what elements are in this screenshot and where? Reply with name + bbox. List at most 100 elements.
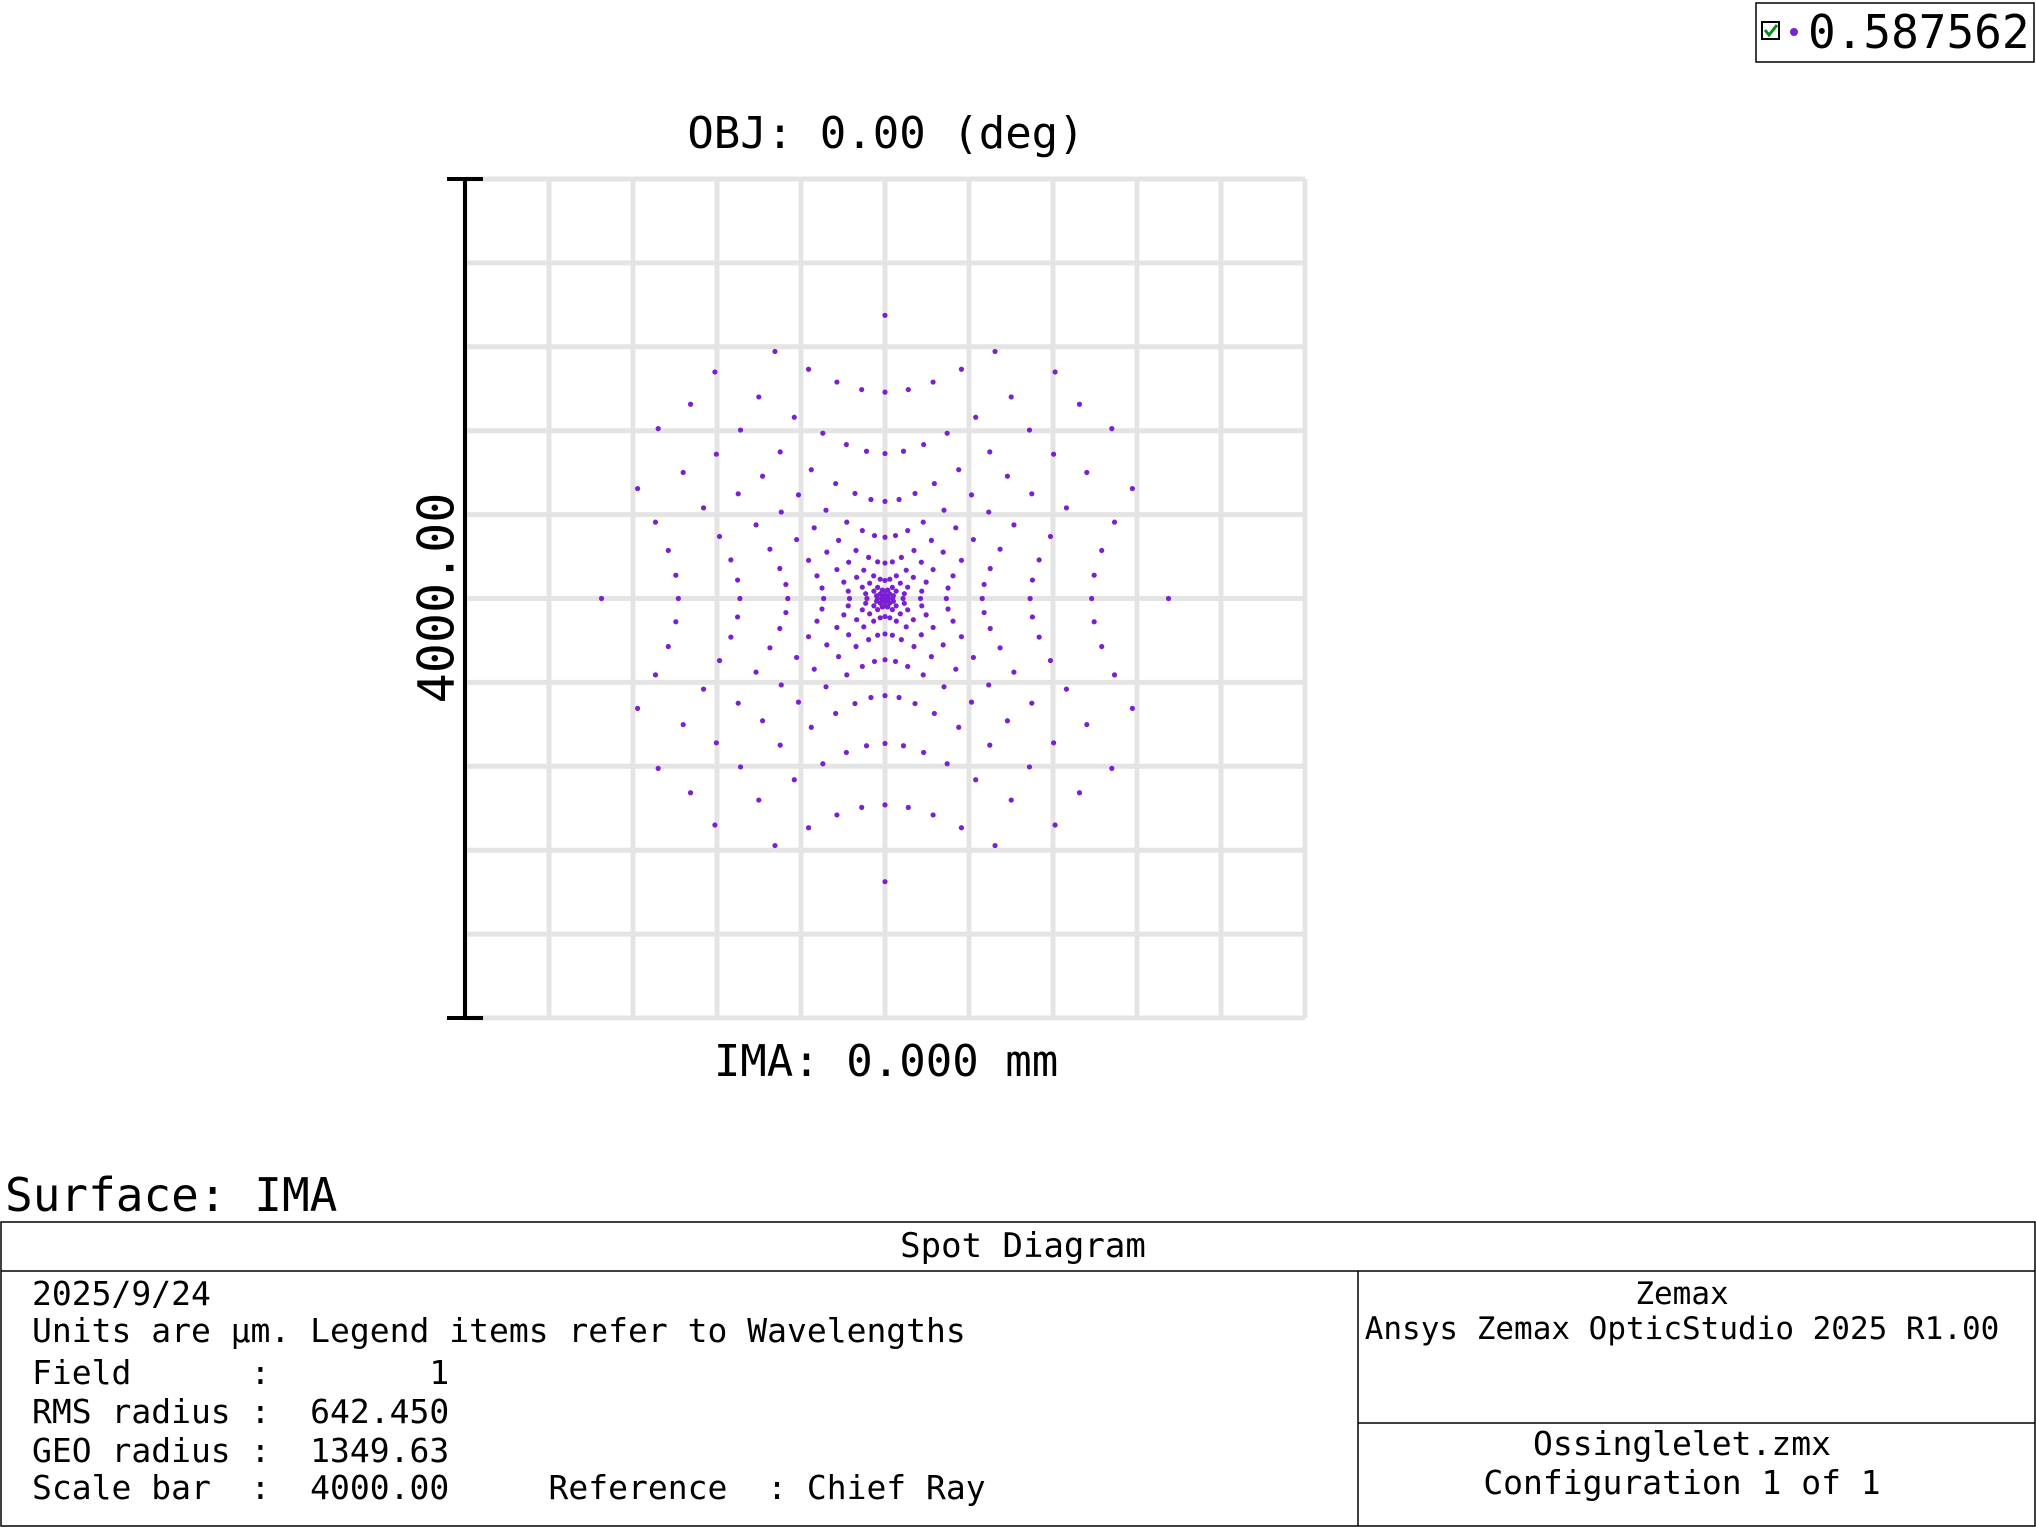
spot: [1129, 485, 1135, 492]
spot: [833, 710, 839, 717]
spot: [958, 557, 965, 563]
spot: [931, 480, 937, 487]
spot: [811, 666, 817, 672]
spot: [834, 379, 840, 385]
spot: [1084, 469, 1090, 476]
spot: [777, 565, 783, 572]
chart-title: OBJ: 0.00 (deg): [687, 108, 1084, 159]
spot: [635, 485, 641, 492]
spot: [882, 802, 888, 808]
spot: [893, 588, 899, 594]
spot: [1047, 533, 1054, 540]
spot: [1047, 657, 1054, 664]
spot: [940, 549, 946, 555]
spot: [1111, 519, 1118, 525]
spot: [734, 577, 741, 583]
spot: [716, 657, 723, 664]
spot: [928, 537, 935, 543]
spot: [821, 595, 827, 602]
spot: [859, 804, 865, 811]
spot: [956, 467, 962, 473]
spot: [919, 603, 925, 609]
spot: [1029, 491, 1035, 497]
spot: [819, 585, 825, 591]
spot: [921, 749, 927, 756]
spot: [852, 700, 858, 707]
spot: [917, 595, 924, 602]
spot: [735, 491, 741, 497]
spot: [920, 519, 926, 525]
spot: [943, 595, 949, 602]
spot: [1011, 669, 1017, 675]
spot: [867, 580, 873, 586]
spot: [863, 743, 870, 749]
spot: [1091, 572, 1097, 578]
spot: [864, 595, 870, 602]
spot: [905, 584, 911, 590]
spot: [1109, 765, 1115, 771]
spot: [1063, 505, 1070, 511]
spot: [882, 498, 888, 504]
spot: [795, 492, 802, 498]
spot: [905, 804, 911, 811]
spot: [820, 430, 826, 436]
spot: [882, 450, 888, 457]
spot: [1029, 577, 1036, 583]
spot: [1099, 643, 1105, 650]
spot: [987, 625, 993, 632]
spot: [918, 632, 924, 638]
spot: [956, 724, 962, 730]
spot: [846, 632, 852, 638]
spot: [854, 617, 860, 623]
spot: [835, 537, 842, 543]
spot: [1091, 619, 1097, 625]
spot: [859, 607, 865, 613]
spot: [882, 693, 888, 699]
spot: [1029, 700, 1035, 706]
spot: [700, 686, 707, 692]
spot: [889, 632, 895, 638]
spot: [950, 573, 956, 579]
spot: [756, 394, 762, 400]
spot: [859, 663, 865, 670]
spot: [805, 634, 812, 640]
spot: [958, 825, 965, 831]
spot: [1036, 634, 1042, 640]
spot: [655, 765, 661, 771]
spot: [805, 366, 812, 372]
spot: [866, 637, 872, 643]
spot: [992, 842, 998, 849]
spot: [875, 632, 881, 638]
spot: [868, 496, 874, 503]
spot: [1051, 451, 1057, 457]
spot: [1004, 473, 1011, 479]
spot: [911, 643, 917, 650]
spot: [737, 427, 744, 433]
footer-file: Ossinglelet.zmx: [1533, 1424, 1831, 1463]
spot: [728, 634, 734, 640]
spot: [997, 546, 1003, 552]
spot: [841, 579, 847, 585]
spot: [859, 584, 865, 590]
spot: [910, 617, 916, 623]
spot: [912, 490, 918, 497]
footer-line: 2025/9/24: [32, 1274, 211, 1313]
legend-label: 0.587562: [1808, 5, 2030, 59]
spot: [700, 505, 707, 511]
spot: [734, 614, 741, 620]
spot: [1026, 764, 1033, 770]
spot: [1026, 427, 1033, 433]
spot: [652, 519, 659, 525]
spot: [867, 611, 873, 617]
spot: [918, 559, 924, 565]
spot: [687, 790, 694, 796]
spot: [945, 585, 951, 591]
spot: [893, 603, 899, 609]
spot: [665, 643, 671, 650]
spot: [968, 699, 975, 705]
spot: [1011, 522, 1017, 528]
spot: [783, 609, 789, 616]
spot: [970, 536, 977, 543]
spot: [921, 441, 927, 448]
